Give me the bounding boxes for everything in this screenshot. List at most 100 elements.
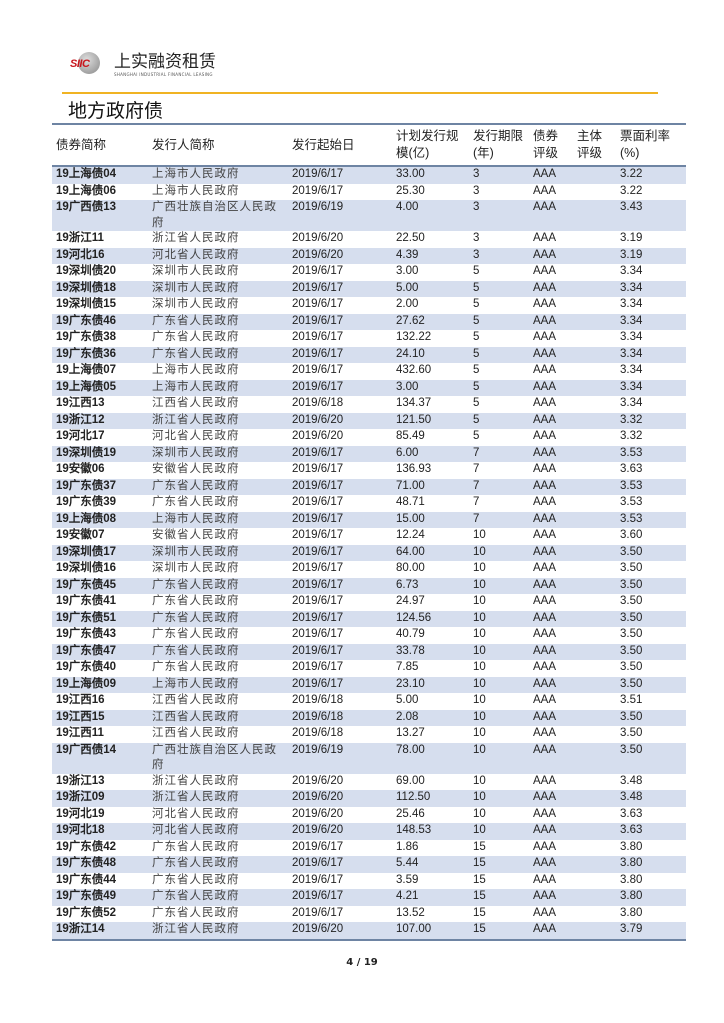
cell-rate: 3.34 [620, 281, 643, 294]
cell-issuer: 上海市人民政府 [152, 168, 240, 180]
cell-scale: 1.86 [396, 840, 419, 853]
cell-scale: 33.78 [396, 644, 425, 657]
table-row: 19安徽06 安徽省人民政府 2019/6/17 136.93 7 AAA 3.63 [52, 462, 686, 479]
cell-entity [573, 611, 616, 628]
cell-name: 19上海债07 [56, 364, 117, 376]
cell-rate: 3.34 [620, 265, 643, 277]
cell-issuer: 河北省人民政府 [152, 824, 240, 836]
cell-rating: AAA [533, 906, 557, 919]
cell-scale: 80.00 [396, 562, 425, 574]
cell-rate: 3.53 [620, 512, 643, 525]
cell-term: 3 [473, 201, 480, 213]
cell-date: 2019/6/17 [292, 857, 344, 869]
table-row: 19广西债14 广西壮族自治区人民政府 2019/6/19 78.00 10 AAA 3.5… [52, 742, 686, 774]
cell-rating: AAA [533, 710, 557, 723]
table-row: 19浙江13 浙江省人民政府 2019/6/20 69.00 10 AAA 3.48 [52, 774, 686, 791]
cell-rate: 3.50 [620, 562, 643, 574]
cell-scale: 27.62 [396, 314, 425, 327]
cell-term: 7 [473, 446, 480, 459]
cell-rate: 3.48 [620, 774, 643, 787]
cell-entity [573, 693, 616, 710]
cell-entity [573, 446, 616, 463]
cell-term: 5 [473, 331, 480, 343]
cell-term: 10 [473, 661, 486, 673]
cell-name: 19上海债06 [56, 184, 117, 197]
table-row: 19广东债51 广东省人民政府 2019/6/17 124.56 10 AAA 3.50 [52, 610, 686, 628]
cell-name: 19河北19 [56, 807, 105, 820]
cell-rating: AAA [533, 529, 557, 541]
cell-name: 19广东债37 [56, 479, 117, 492]
cell-name: 19江西15 [56, 710, 105, 723]
table-row: 19河北16 河北省人民政府 2019/6/20 4.39 3 AAA 3.19 [52, 247, 686, 264]
table-row: 19河北18 河北省人民政府 2019/6/20 148.53 10 AAA 3.63 [52, 823, 686, 840]
cell-rating: AAA [533, 265, 557, 277]
cell-name: 19安徽07 [56, 529, 105, 541]
column-header: 发行起始日 [292, 137, 355, 152]
table-row: 19深圳债19 深圳市人民政府 2019/6/17 6.00 7 AAA 3.53 [52, 445, 686, 463]
cell-issuer: 广东省人民政府 [152, 661, 240, 673]
cell-entity [573, 840, 616, 857]
cell-rating: AAA [533, 677, 557, 690]
cell-date: 2019/6/17 [292, 677, 344, 690]
cell-term: 10 [473, 727, 486, 739]
cell-entity [573, 363, 616, 380]
cell-name: 19浙江11 [56, 232, 104, 244]
cell-name: 19广东债46 [56, 314, 117, 327]
cell-date: 2019/6/17 [292, 906, 344, 919]
cell-date: 2019/6/17 [292, 184, 344, 197]
cell-rate: 3.50 [620, 545, 643, 558]
table-row: 19广东债40 广东省人民政府 2019/6/17 7.85 10 AAA 3.50 [52, 660, 686, 677]
cell-name: 19上海债08 [56, 512, 117, 525]
cell-entity [573, 774, 616, 791]
cell-rating: AAA [533, 430, 557, 442]
cell-rate: 3.34 [620, 364, 643, 376]
cell-term: 5 [473, 413, 480, 426]
cell-issuer: 深圳市人民政府 [152, 562, 240, 574]
cell-entity [573, 710, 616, 727]
cell-rating: AAA [533, 364, 557, 376]
cell-name: 19深圳债20 [56, 265, 117, 277]
cell-scale: 24.10 [396, 347, 425, 360]
cell-issuer: 安徽省人民政府 [152, 463, 240, 475]
cell-entity [573, 627, 616, 644]
cell-name: 19上海债05 [56, 380, 117, 393]
table-row: 19深圳债17 深圳市人民政府 2019/6/17 64.00 10 AAA 3.50 [52, 544, 686, 561]
cell-name: 19上海债04 [56, 168, 117, 180]
cell-name: 19广东债38 [56, 331, 117, 343]
cell-term: 10 [473, 824, 486, 836]
cell-term: 10 [473, 595, 486, 607]
cell-issuer: 浙江省人民政府 [152, 232, 240, 244]
cell-date: 2019/6/20 [292, 774, 344, 787]
cell-term: 5 [473, 281, 480, 294]
cell-date: 2019/6/17 [292, 628, 344, 640]
cell-entity [573, 314, 616, 331]
cell-term: 10 [473, 807, 486, 820]
cell-rating: AAA [533, 774, 557, 787]
cell-scale: 4.21 [396, 890, 419, 902]
cell-entity [573, 644, 616, 661]
cell-rating: AAA [533, 168, 557, 180]
cell-term: 15 [473, 840, 486, 853]
cell-scale: 2.00 [396, 298, 419, 310]
table-row: 19浙江14 浙江省人民政府 2019/6/20 107.00 15 AAA 3.79 [52, 922, 686, 940]
cell-issuer: 广东省人民政府 [152, 578, 240, 591]
cell-issuer: 广东省人民政府 [152, 331, 240, 343]
cell-scale: 22.50 [396, 232, 425, 244]
cell-rating: AAA [533, 479, 557, 492]
cell-issuer: 广东省人民政府 [152, 479, 240, 492]
cell-entity [573, 297, 616, 314]
cell-term: 10 [473, 677, 486, 690]
cell-term: 10 [473, 694, 486, 706]
table-row: 19浙江11 浙江省人民政府 2019/6/20 22.50 3 AAA 3.19 [52, 231, 686, 248]
cell-entity [573, 380, 616, 397]
table-row: 19广东债38 广东省人民政府 2019/6/17 132.22 5 AAA 3.34 [52, 330, 686, 347]
cell-term: 7 [473, 463, 480, 475]
cell-rate: 3.34 [620, 331, 643, 343]
cell-name: 19深圳债18 [56, 281, 117, 294]
cell-rating: AAA [533, 661, 557, 673]
table-row: 19上海债09 上海市人民政府 2019/6/17 23.10 10 AAA 3.50 [52, 676, 686, 693]
cell-entity [573, 594, 616, 611]
cell-rating: AAA [533, 281, 557, 294]
table-row: 19河北17 河北省人民政府 2019/6/20 85.49 5 AAA 3.32 [52, 429, 686, 446]
cell-date: 2019/6/20 [292, 430, 344, 442]
